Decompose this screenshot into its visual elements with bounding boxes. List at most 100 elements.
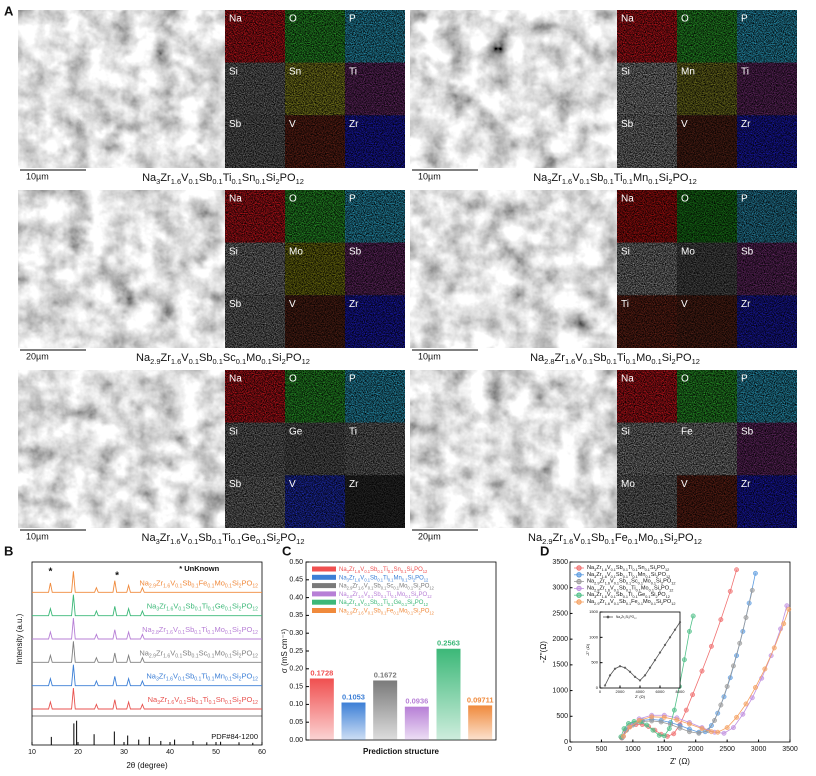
element-label: Ti: [349, 66, 357, 77]
element-label: Si: [621, 66, 630, 77]
element-label: Na: [621, 14, 634, 25]
eds-noise: [617, 242, 677, 296]
series-label: Na3Zr1.6V0.1Sb0.1Ti0.1Mn0.1Si2PO12: [146, 672, 258, 683]
element-label: V: [681, 119, 688, 130]
data-point: [681, 657, 687, 663]
element-label: V: [289, 119, 296, 130]
element-label: Na: [229, 194, 242, 205]
eds-noise: [225, 190, 285, 243]
eds-noise: [225, 115, 285, 168]
eds-noise: [285, 62, 345, 116]
sem-image: [18, 370, 225, 528]
eds-noise: [677, 242, 737, 296]
eds-noise: [737, 190, 797, 243]
element-label: Ge: [289, 426, 303, 437]
data-point: [603, 684, 607, 687]
sem-image: [18, 190, 225, 348]
legend-label: Na2.9Zr1.6V0.1Sb0.1Fe0.1Mo0.1Si2PO12: [587, 599, 675, 606]
data-point: [658, 719, 664, 725]
y-tick-label: 2000: [552, 636, 568, 643]
legend-swatch: [312, 574, 336, 580]
xrd-line: [32, 687, 262, 710]
eds-noise: [677, 62, 737, 116]
x-tick-label: 10: [28, 749, 36, 756]
eds-noise: [225, 295, 285, 348]
bar: [404, 706, 429, 740]
x-axis-label: Prediction structure: [363, 747, 440, 756]
x-tick-label: 40: [166, 749, 174, 756]
legend-label: Na3Zr1.6V0.1Sb0.1Ti0.1Sn0.1Si2PO12: [587, 565, 669, 572]
eds-noise: [677, 115, 737, 168]
data-point: [671, 731, 677, 737]
legend-swatch: [312, 583, 336, 589]
x-tick-label: 2000: [688, 746, 704, 753]
scale-bar-label: 10µm: [418, 171, 441, 181]
y-tick-label: 0.50: [289, 559, 303, 566]
eds-noise: [285, 242, 345, 296]
eds-noise: [225, 422, 285, 476]
eds-noise: [285, 190, 345, 243]
legend-label: Na2.8Zr1.6V0.1Sb0.1Ti0.1Mo0.1Si2PO12: [587, 586, 673, 593]
data-point: [648, 666, 652, 669]
data-point: [786, 606, 792, 612]
data-point: [762, 666, 768, 672]
eds-noise: [617, 475, 677, 528]
data-point: [734, 567, 740, 573]
scale-bar-label: 20µm: [418, 531, 441, 541]
value-label: 0.1728: [310, 668, 333, 677]
data-point: [613, 667, 617, 670]
eds-noise: [677, 190, 737, 243]
annotation: * UnKnown: [179, 564, 219, 573]
eds-noise: [345, 190, 405, 243]
data-point: [621, 726, 627, 732]
element-label: Mo: [289, 246, 303, 257]
scale-bar-label: 10µm: [26, 531, 49, 541]
element-label: O: [289, 374, 297, 385]
data-point: [771, 645, 777, 651]
data-point: [686, 628, 692, 634]
eds-noise: [345, 295, 405, 348]
legend-marker: [576, 565, 582, 571]
data-point: [623, 666, 627, 669]
series-label: Na2.9Zr1.6V0.1Sb0.1Fe0.1Mo0.1Si2PO12: [139, 578, 258, 589]
y-tick-label: 1500: [552, 662, 568, 669]
eds-noise: [345, 10, 405, 63]
x-tick-label: 500: [596, 746, 608, 753]
eds-noise: [285, 115, 345, 168]
eds-noise: [285, 475, 345, 528]
eds-noise: [617, 10, 677, 63]
element-label: Si: [229, 246, 238, 257]
legend-marker: [576, 572, 582, 578]
element-label: Zr: [349, 119, 359, 130]
legend-label: Na2.9Zr1.6V0.1Sb0.1Sc0.1Mo0.1Si2PO12: [587, 579, 675, 586]
annotation: *: [48, 567, 52, 578]
eds-noise: [285, 10, 345, 63]
legend-label: Na3Zr1.6V0.1Sb0.1Ti0.1Ge0.1Si2PO12: [587, 593, 670, 600]
panel-label: D: [540, 543, 549, 558]
element-label: O: [681, 194, 689, 205]
plot-frame: [599, 611, 681, 689]
eds-noise: [737, 422, 797, 476]
data-point: [666, 726, 672, 732]
data-point: [638, 679, 642, 682]
element-label: Ti: [741, 66, 749, 77]
data-point: [620, 733, 626, 739]
data-point: [661, 714, 667, 720]
data-point: [643, 674, 647, 677]
annotation: *: [115, 571, 119, 582]
eds-noise: [617, 115, 677, 168]
data-point: [718, 617, 724, 623]
data-point: [649, 718, 655, 724]
element-label: Mo: [621, 479, 635, 490]
data-point: [627, 724, 633, 730]
formula: Na2.9Zr1.6V0.1Sb0.1Sc0.1Mo0.1Si2PO12: [136, 352, 310, 367]
y-axis-label: σ (mS cm⁻¹): [280, 629, 289, 674]
data-point: [686, 721, 692, 727]
inset-y-label: -Z'' (Ω): [585, 643, 590, 656]
y-axis-label: Intensity (a.u.): [15, 613, 24, 664]
y-tick-label: 0.45: [289, 577, 303, 584]
formula: Na3Zr1.6V0.1Sb0.1Ti0.1Mn0.1Si2PO12: [533, 172, 697, 187]
element-label: Na: [621, 194, 634, 205]
data-point: [677, 725, 683, 731]
element-label: V: [681, 479, 688, 490]
